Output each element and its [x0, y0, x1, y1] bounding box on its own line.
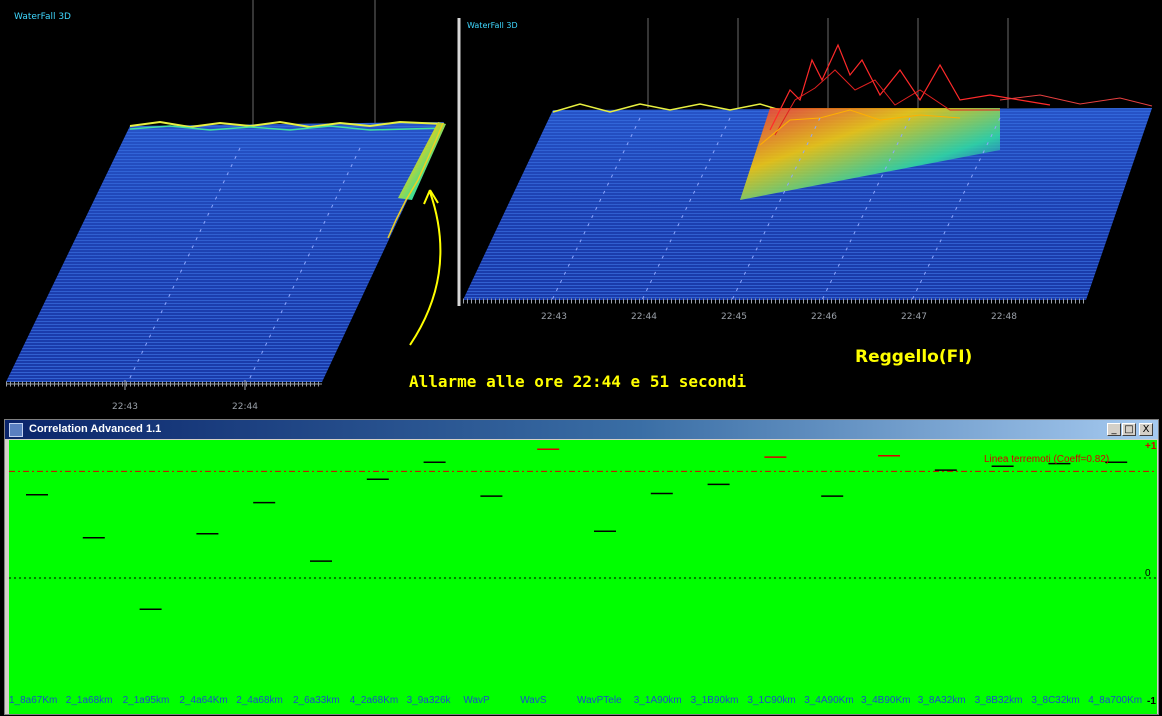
maximize-button[interactable]: □	[1122, 423, 1136, 436]
right-waterfall-title: WaterFall 3D	[467, 21, 518, 30]
window-title: Correlation Advanced 1.1	[29, 423, 162, 435]
correlation-chart	[9, 448, 1157, 610]
category-label: 3_9a326k	[406, 695, 451, 706]
category-label: 3_8B32km	[974, 695, 1023, 706]
category-label: 3_1A90km	[633, 695, 682, 706]
correlation-window: Correlation Advanced 1.1 _ □ X Linea ter…	[4, 419, 1159, 715]
category-label: 2_1a95km	[122, 695, 170, 706]
right-time-label: 22:44	[631, 312, 657, 322]
left-time-label: 22:44	[232, 402, 258, 412]
category-label: 3_8C32km	[1031, 695, 1080, 706]
y-tick-top: +1	[1145, 441, 1157, 452]
right-time-label: 22:47	[901, 312, 927, 322]
category-label: 3_4B90Km	[861, 695, 911, 706]
category-label: 3_4A90Km	[804, 695, 854, 706]
category-label: WavP	[463, 695, 490, 706]
category-label: 1_8a67Km	[9, 695, 58, 706]
category-label: WavPTele	[577, 695, 622, 706]
right-time-label: 22:48	[991, 312, 1017, 322]
category-label: 2_4a68km	[236, 695, 283, 706]
right-time-label: 22:43	[541, 312, 567, 322]
left-time-label: 22:43	[112, 402, 138, 412]
window-titlebar[interactable]: Correlation Advanced 1.1 _ □ X	[5, 420, 1158, 439]
category-label: 3_8A32km	[917, 695, 966, 706]
minimize-button[interactable]: _	[1107, 423, 1121, 436]
y-tick-middle: 0	[1145, 568, 1151, 579]
category-label: 3_1C90km	[747, 695, 796, 706]
location-label: Reggello(FI)	[855, 347, 973, 367]
correlation-plot: Linea terremoti (Coeff=0.82) +1 0 -1 1_8…	[9, 440, 1157, 714]
arrow-icon	[409, 191, 442, 346]
category-label: 2_1a68km	[65, 695, 113, 706]
waterfall-svg: 22:43 22:44 22:43 22:44 22:45 22:46 22:4…	[6, 0, 1153, 412]
category-label: 3_1B90km	[690, 695, 739, 706]
right-time-label: 22:46	[811, 312, 837, 322]
left-waterfall-title: WaterFall 3D	[14, 12, 71, 22]
waterfall-display: 22:43 22:44 22:43 22:44 22:45 22:46 22:4…	[6, 0, 1153, 412]
app-icon	[9, 423, 23, 437]
category-label: 2_6a33km	[293, 695, 340, 706]
category-label: 2_4a64Km	[179, 695, 228, 706]
threshold-legend: Linea terremoti (Coeff=0.82)	[984, 454, 1110, 465]
y-tick-bottom: -1	[1147, 696, 1156, 707]
category-label: 4_8a700Km	[1088, 695, 1143, 706]
close-button[interactable]: X	[1139, 423, 1153, 436]
category-label: 4_2a68Km	[349, 695, 399, 706]
right-time-label: 22:45	[721, 312, 747, 322]
category-label: WavS	[520, 695, 547, 706]
alarm-annotation: Allarme alle ore 22:44 e 51 secondi	[409, 372, 747, 391]
